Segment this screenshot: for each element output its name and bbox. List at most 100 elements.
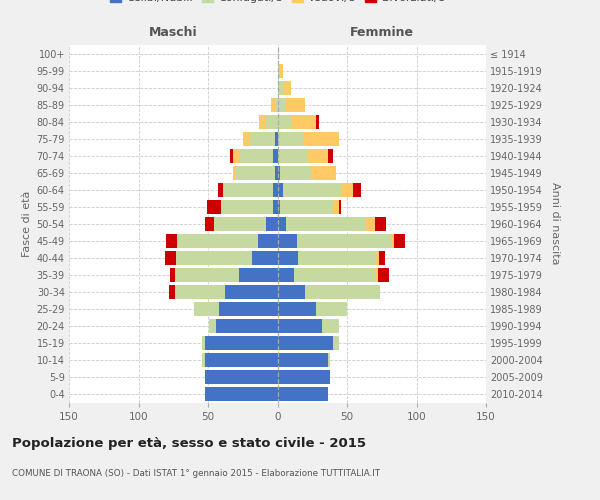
Bar [280,64,283,78]
Bar [353,182,361,196]
Bar [239,268,277,282]
Bar [277,370,331,384]
Bar [277,200,280,213]
Bar [277,302,316,316]
Bar [277,217,286,230]
Bar [165,251,176,265]
Bar [316,114,319,128]
Bar [328,353,331,367]
Bar [280,166,311,179]
Bar [209,319,217,333]
Bar [176,251,253,265]
Bar [205,336,277,350]
Bar [298,251,376,265]
Bar [277,268,294,282]
Bar [294,268,375,282]
Bar [205,387,277,401]
Bar [375,217,386,230]
Bar [333,336,338,350]
Bar [205,370,277,384]
Bar [217,319,277,333]
Bar [292,114,316,128]
Bar [224,285,277,299]
Bar [233,166,236,179]
Bar [277,234,297,248]
Bar [166,234,178,248]
Bar [391,234,394,248]
Bar [274,182,277,196]
Bar [277,285,305,299]
Bar [214,217,266,230]
Bar [338,200,341,213]
Bar [277,319,322,333]
Text: Popolazione per età, sesso e stato civile - 2015: Popolazione per età, sesso e stato civil… [12,438,366,450]
Bar [219,302,277,316]
Bar [274,148,277,162]
Bar [283,80,292,94]
Bar [243,132,250,145]
Bar [230,148,233,162]
Bar [236,166,275,179]
Bar [322,319,338,333]
Bar [277,251,298,265]
Bar [266,217,277,230]
Bar [367,217,375,230]
Bar [218,182,223,196]
Bar [277,353,328,367]
Bar [283,182,341,196]
Bar [277,80,283,94]
Bar [253,251,277,265]
Bar [297,234,391,248]
Bar [271,98,275,112]
Bar [277,98,286,112]
Bar [280,200,333,213]
Bar [258,234,277,248]
Bar [239,148,274,162]
Bar [328,148,333,162]
Bar [316,302,347,316]
Legend: Celibi/Nubili, Coniugati/e, Vedovi/e, Divorziati/e: Celibi/Nubili, Coniugati/e, Vedovi/e, Di… [106,0,449,8]
Bar [275,98,277,112]
Bar [250,132,275,145]
Bar [178,234,258,248]
Bar [277,166,280,179]
Bar [275,166,277,179]
Bar [333,200,338,213]
Bar [277,148,308,162]
Bar [202,336,205,350]
Text: Maschi: Maschi [149,26,198,39]
Bar [379,251,385,265]
Bar [221,200,274,213]
Bar [376,251,379,265]
Bar [175,285,224,299]
Bar [259,114,266,128]
Bar [205,353,277,367]
Bar [206,200,221,213]
Bar [202,353,205,367]
Bar [175,268,239,282]
Text: Femmine: Femmine [350,26,413,39]
Bar [170,268,175,282]
Bar [341,182,353,196]
Bar [302,132,338,145]
Bar [194,302,219,316]
Bar [277,336,333,350]
Bar [311,166,336,179]
Bar [205,217,214,230]
Bar [305,285,380,299]
Bar [233,148,239,162]
Bar [223,182,274,196]
Bar [275,132,277,145]
Bar [377,268,389,282]
Y-axis label: Fasce di età: Fasce di età [22,190,32,257]
Bar [308,148,328,162]
Bar [277,114,292,128]
Text: COMUNE DI TRAONA (SO) - Dati ISTAT 1° gennaio 2015 - Elaborazione TUTTITALIA.IT: COMUNE DI TRAONA (SO) - Dati ISTAT 1° ge… [12,469,380,478]
Bar [375,268,377,282]
Bar [169,285,175,299]
Bar [277,387,328,401]
Bar [277,132,302,145]
Y-axis label: Anni di nascita: Anni di nascita [550,182,560,265]
Bar [286,98,305,112]
Bar [277,182,283,196]
